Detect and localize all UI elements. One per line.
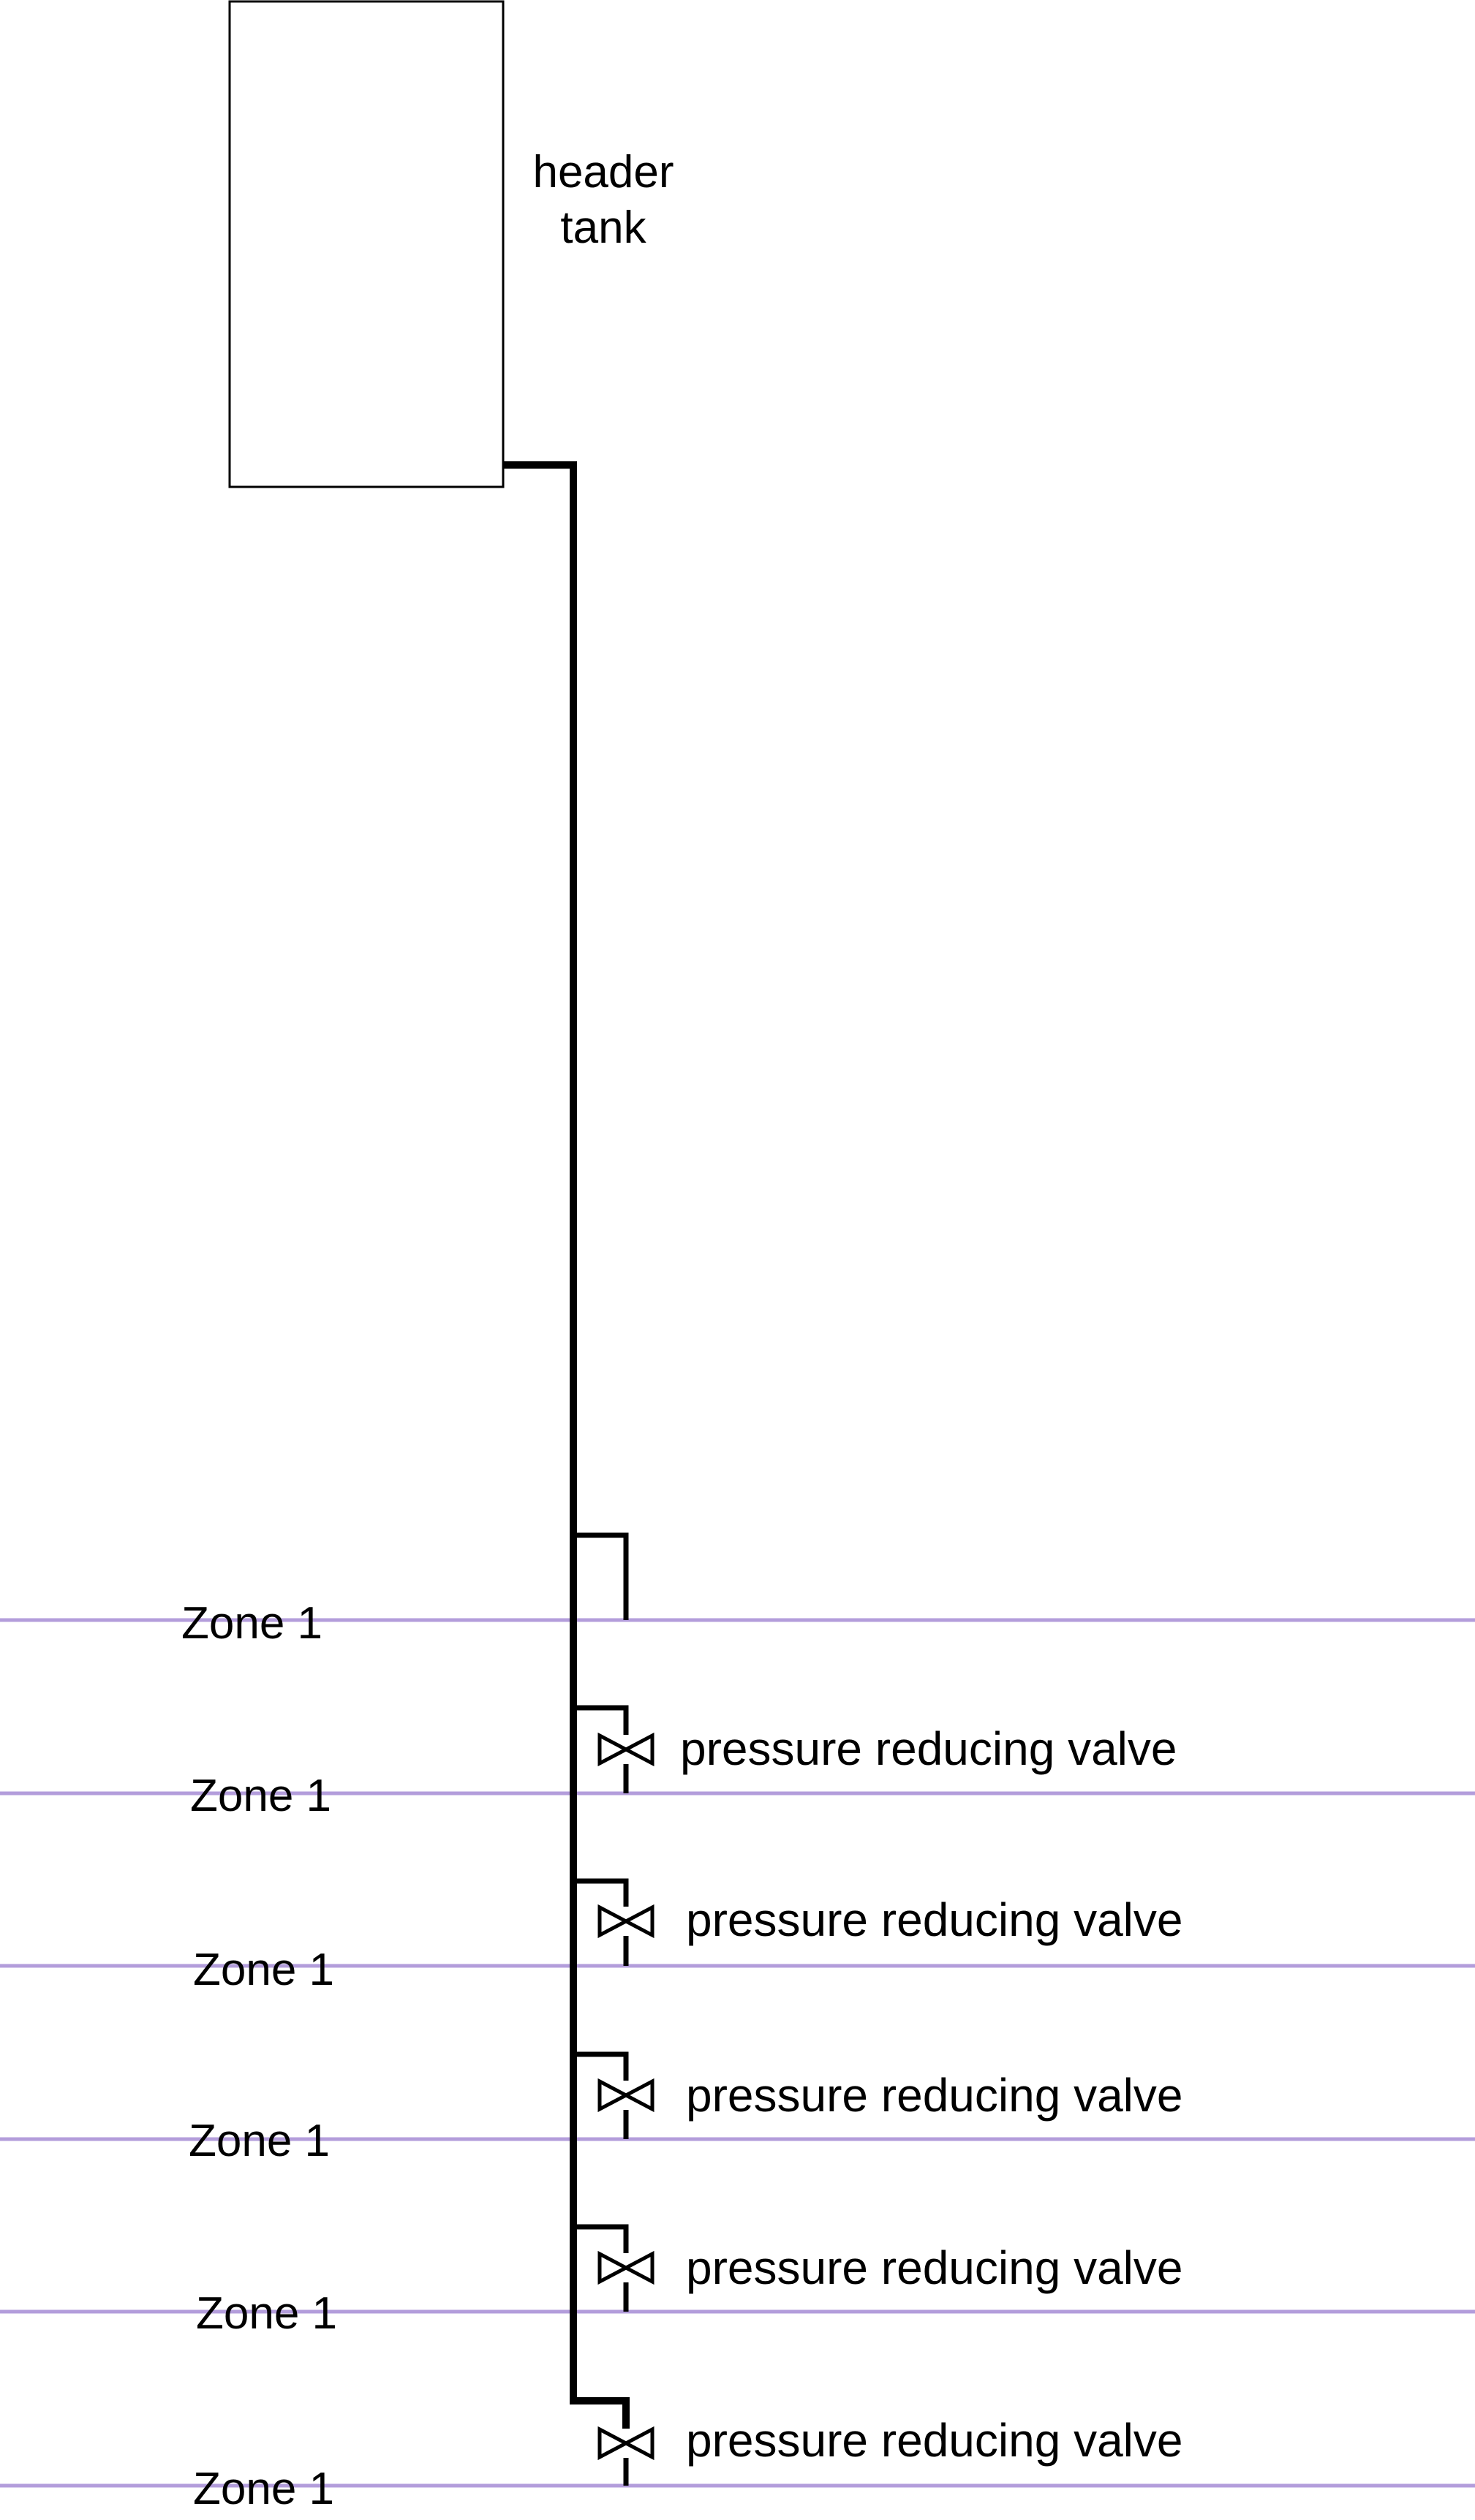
zone-label: Zone 1	[196, 2288, 338, 2339]
branch-pipe	[573, 2051, 629, 2081]
zone-label: Zone 1	[190, 1771, 332, 1821]
valve-label: pressure reducing valve	[686, 2414, 1183, 2467]
valve-symbol-icon	[597, 1904, 654, 1939]
zone-label: Zone 1	[189, 2116, 331, 2166]
valve-label: pressure reducing valve	[686, 2241, 1183, 2294]
branch-pipe	[573, 1705, 629, 1735]
branch-pipe	[573, 2224, 629, 2253]
floor-lines	[0, 1618, 1475, 2488]
header-tank	[228, 0, 505, 488]
riser-pipe	[503, 461, 630, 2429]
branch-pipe	[573, 1878, 629, 1907]
valve-symbol-icon	[597, 2250, 654, 2285]
valve-symbol-icon	[597, 2078, 654, 2113]
branch-pipes	[573, 1532, 629, 2486]
valve-label: pressure reducing valve	[686, 1893, 1183, 1946]
header-tank-label: header tank	[512, 145, 695, 256]
valve-symbol-icon	[597, 2426, 654, 2461]
valve-label: pressure reducing valve	[686, 2069, 1183, 2122]
zone-label: Zone 1	[181, 1598, 323, 1649]
header-tank-label-line2: tank	[560, 203, 646, 253]
header-tank-label-line1: header	[532, 147, 674, 197]
zone-label: Zone 1	[193, 2464, 335, 2514]
zone-label: Zone 1	[193, 1945, 335, 1995]
branch-pipe	[573, 1532, 629, 1620]
valve-label: pressure reducing valve	[680, 1722, 1177, 1775]
valve-symbol-icon	[597, 1732, 654, 1767]
